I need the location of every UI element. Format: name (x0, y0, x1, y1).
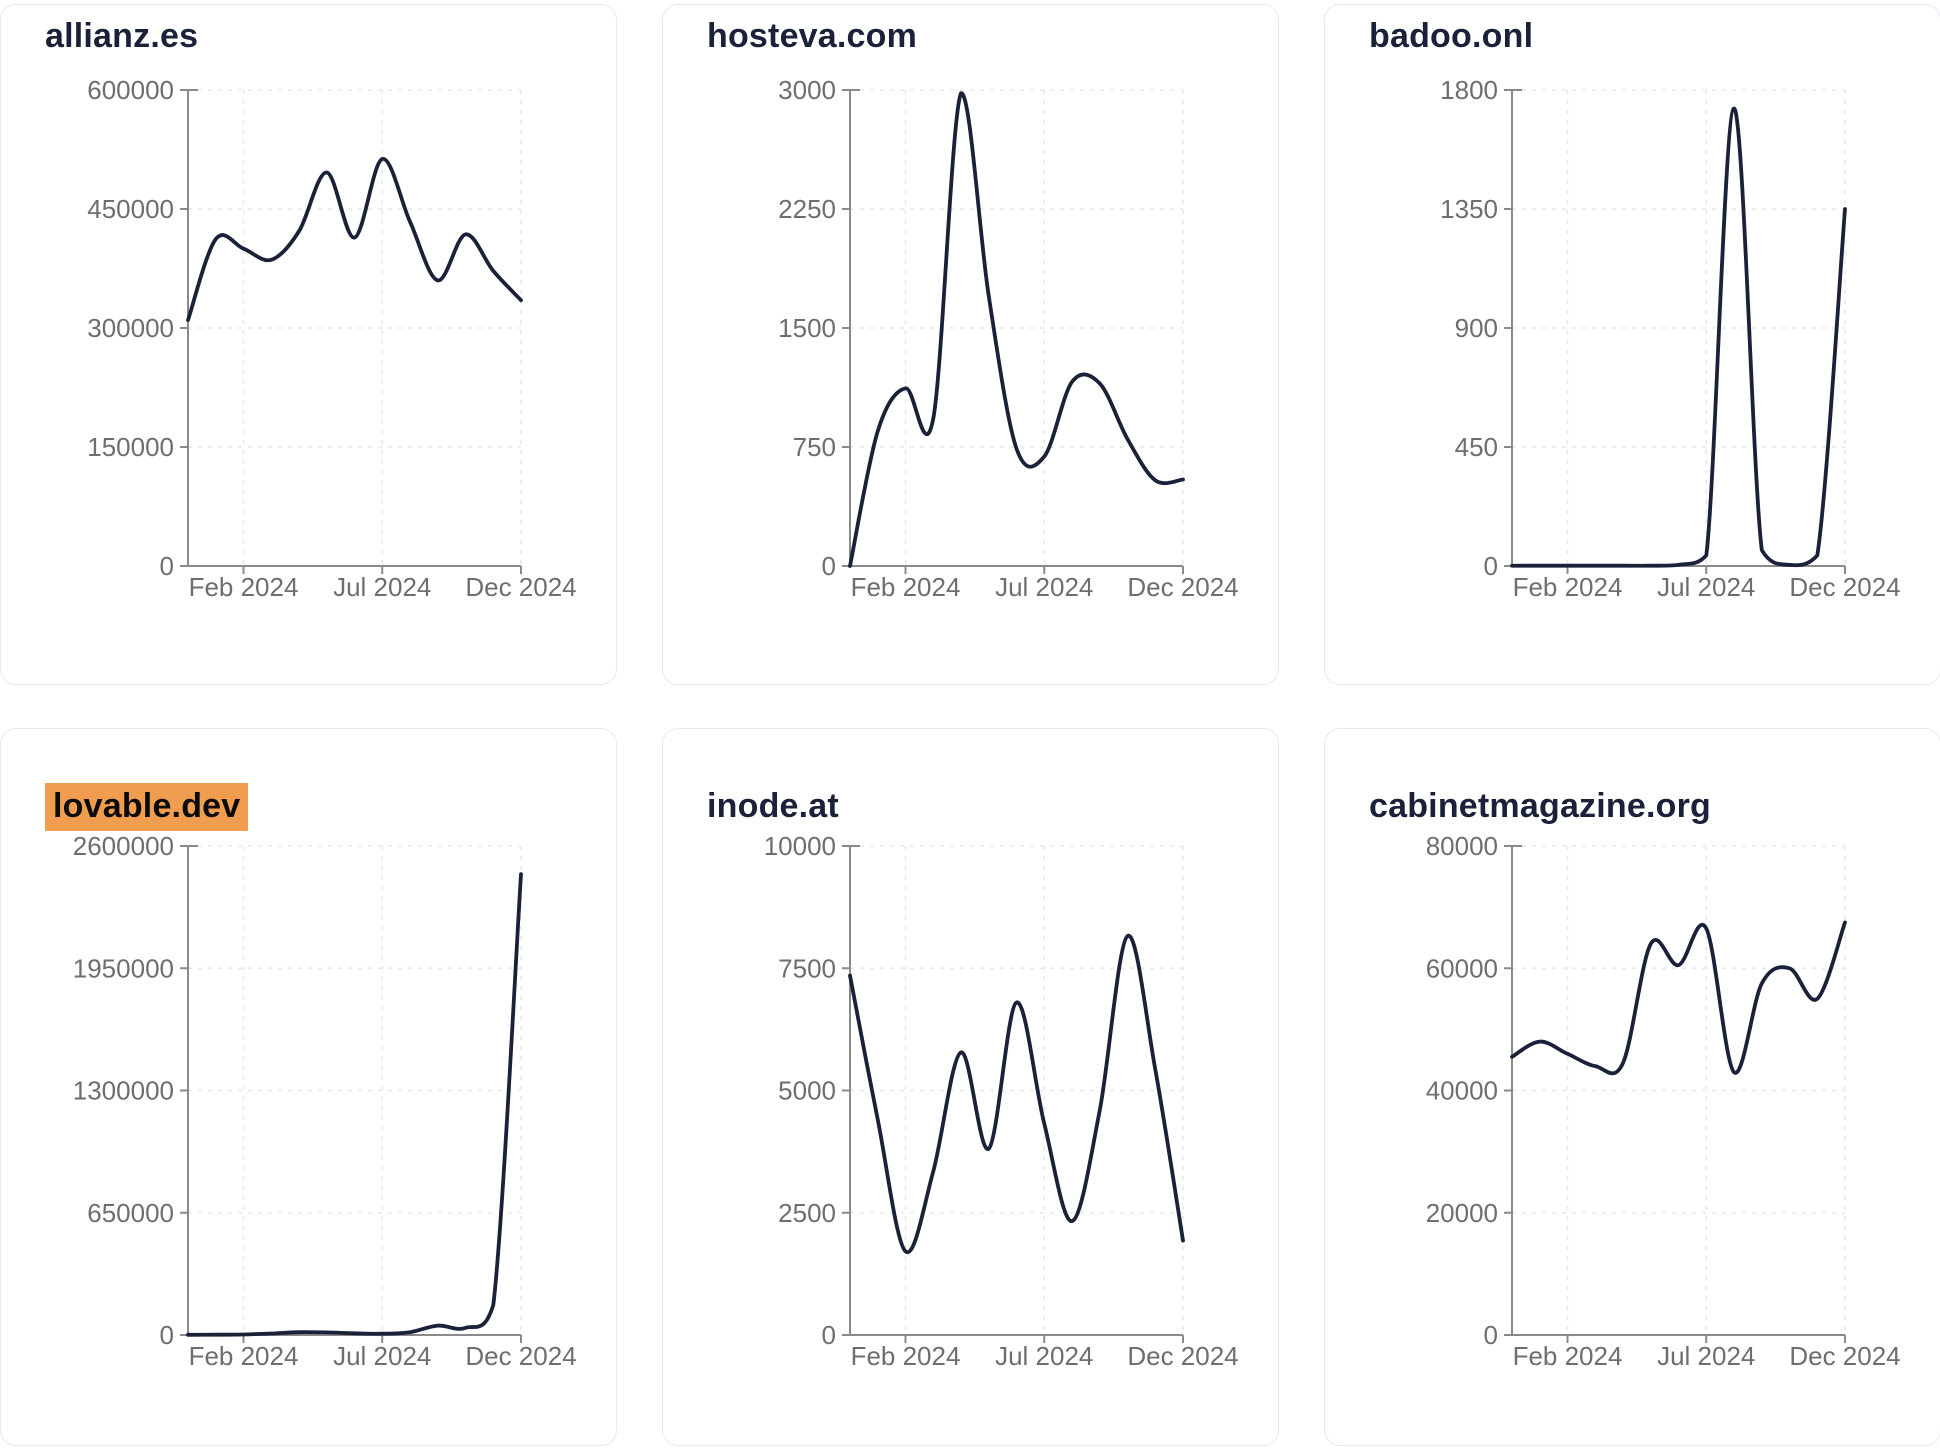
y-tick-label: 5000 (778, 1076, 836, 1106)
chart-title: lovable.dev (45, 783, 249, 831)
chart-title: badoo.onl (1369, 17, 1533, 56)
x-tick-label: Dec 2024 (465, 1341, 576, 1371)
y-tick-label: 2500 (778, 1198, 836, 1228)
chart-card-lovable-dev: lovable.dev 0 650000 1300000 1950000 2600000… (0, 728, 617, 1446)
line-chart-lovable-dev: 0 650000 1300000 1950000 2600000 Feb 2024 Jul … (73, 831, 577, 1371)
y-tick-label: 2250 (778, 194, 836, 224)
y-tick-label: 0 (822, 551, 836, 581)
x-tick-label: Jul 2024 (1657, 1341, 1755, 1371)
x-tick-label: Dec 2024 (1127, 572, 1238, 602)
chart-title: allianz.es (45, 17, 198, 56)
y-tick-label: 7500 (778, 953, 836, 983)
x-tick-label: Feb 2024 (1513, 1341, 1623, 1371)
chart-title-text: allianz.es (45, 17, 199, 55)
line-chart-inode-at: 0 2500 5000 7500 10000 Feb 2024 Jul 2024 Dec 20… (764, 831, 1239, 1371)
y-tick-label: 1300000 (73, 1076, 174, 1106)
y-tick-label: 600000 (87, 75, 174, 105)
y-tick-label: 40000 (1426, 1076, 1498, 1106)
y-tick-label: 0 (1484, 1320, 1498, 1350)
charts-grid: allianz.es 0 150000 300000 450000 600000 Feb … (0, 4, 1940, 1446)
chart-title-text: hosteva.com (707, 17, 918, 55)
y-tick-label: 900 (1455, 313, 1498, 343)
y-tick-label: 2600000 (73, 831, 174, 861)
x-tick-label: Feb 2024 (851, 572, 961, 602)
y-tick-label: 1500 (778, 313, 836, 343)
x-tick-label: Jul 2024 (995, 1341, 1093, 1371)
chart-line (848, 91, 1185, 568)
y-tick-label: 150000 (87, 432, 174, 462)
x-tick-label: Feb 2024 (1513, 572, 1623, 602)
chart-title-text: badoo.onl (1369, 17, 1534, 55)
x-tick-label: Feb 2024 (851, 1341, 961, 1371)
chart-line (186, 872, 523, 1337)
y-tick-label: 1350 (1440, 194, 1498, 224)
chart-line (186, 157, 523, 322)
y-tick-label: 0 (160, 1320, 174, 1350)
y-tick-label: 20000 (1426, 1198, 1498, 1228)
chart-line (1510, 106, 1847, 568)
chart-card-hosteva-com: hosteva.com 0 750 1500 2250 3000 Feb 2024 Jul … (662, 4, 1279, 685)
line-chart-hosteva-com: 0 750 1500 2250 3000 Feb 2024 Jul 2024 Dec 2024 (778, 75, 1239, 602)
x-tick-label: Feb 2024 (189, 1341, 299, 1371)
y-tick-label: 10000 (764, 831, 836, 861)
y-tick-label: 450000 (87, 194, 174, 224)
x-tick-label: Dec 2024 (465, 572, 576, 602)
y-tick-label: 450 (1455, 432, 1498, 462)
chart-card-allianz-es: allianz.es 0 150000 300000 450000 600000 Feb … (0, 4, 617, 685)
y-tick-label: 1950000 (73, 953, 174, 983)
x-tick-label: Feb 2024 (189, 572, 299, 602)
y-tick-label: 80000 (1426, 831, 1498, 861)
y-tick-label: 650000 (87, 1198, 174, 1228)
line-chart-badoo-onl: 0 450 900 1350 1800 Feb 2024 Jul 2024 Dec 2024 (1440, 75, 1901, 602)
line-chart-cabinetmagazine-org: 0 20000 40000 60000 80000 Feb 2024 Jul 2024 Dec… (1426, 831, 1901, 1371)
chart-line (848, 934, 1185, 1255)
x-tick-label: Jul 2024 (333, 572, 431, 602)
x-tick-label: Dec 2024 (1789, 1341, 1900, 1371)
chart-card-inode-at: inode.at 0 2500 5000 7500 10000 Feb 2024 Jul 2… (662, 728, 1279, 1446)
y-tick-label: 0 (160, 551, 174, 581)
chart-title-text: lovable.dev (45, 783, 249, 831)
chart-title-text: cabinetmagazine.org (1369, 787, 1711, 825)
y-tick-label: 0 (1484, 551, 1498, 581)
y-tick-label: 1800 (1440, 75, 1498, 105)
chart-card-badoo-onl: badoo.onl 0 450 900 1350 1800 Feb 2024 Jul 202… (1324, 4, 1940, 685)
x-tick-label: Jul 2024 (995, 572, 1093, 602)
chart-title: hosteva.com (707, 17, 917, 56)
chart-line (1510, 920, 1847, 1076)
x-tick-label: Dec 2024 (1127, 1341, 1238, 1371)
x-tick-label: Jul 2024 (1657, 572, 1755, 602)
x-tick-label: Dec 2024 (1789, 572, 1900, 602)
y-tick-label: 750 (793, 432, 836, 462)
chart-title: inode.at (707, 787, 839, 826)
y-tick-label: 300000 (87, 313, 174, 343)
y-tick-label: 3000 (778, 75, 836, 105)
chart-title-text: inode.at (707, 787, 839, 825)
chart-title: cabinetmagazine.org (1369, 787, 1711, 826)
line-chart-allianz-es: 0 150000 300000 450000 600000 Feb 2024 Jul 202… (87, 75, 576, 602)
y-tick-label: 0 (822, 1320, 836, 1350)
chart-card-cabinetmagazine-org: cabinetmagazine.org 0 20000 40000 60000 8000… (1324, 728, 1940, 1446)
y-tick-label: 60000 (1426, 953, 1498, 983)
x-tick-label: Jul 2024 (333, 1341, 431, 1371)
